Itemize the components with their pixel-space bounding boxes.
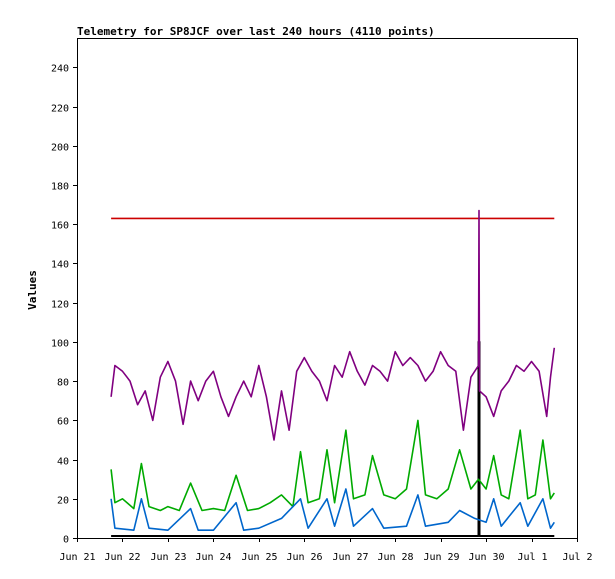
green-series-line	[110, 419, 555, 512]
y-tick-label: 40	[57, 457, 69, 468]
y-tick-label: 0	[63, 535, 69, 546]
x-tick-label: Jun 22	[104, 552, 140, 563]
x-tick-label: Jun 24	[195, 552, 231, 563]
series-lines	[110, 209, 556, 537]
y-tick-label: 200	[51, 143, 69, 154]
y-tick-label: 100	[51, 339, 69, 350]
x-tick-label: Jun 25	[241, 552, 277, 563]
x-tick-label: Jun 21	[59, 552, 95, 563]
x-axis-ticks: Jun 21 Jun 22 Jun 23 Jun 24 Jun 25 Jun 26 Jun …	[59, 538, 593, 563]
x-tick-label: Jun 28	[377, 552, 413, 563]
y-tick-label: 80	[57, 378, 69, 389]
plot-area-frame	[77, 38, 578, 539]
x-tick-label: Jun 30	[468, 552, 504, 563]
x-tick-label: Jun 29	[423, 552, 459, 563]
x-tick-label: Jun 27	[332, 552, 368, 563]
blue-series-line	[110, 488, 555, 532]
y-axis-label: Values	[26, 270, 39, 310]
y-axis-ticks: 0 20 40 60 80 100 120 140 160 180 200 220 240	[51, 64, 77, 546]
y-tick-label: 180	[51, 182, 69, 193]
purple-series-line	[110, 209, 556, 441]
x-tick-label: Jul 2	[562, 552, 592, 563]
x-tick-label: Jun 23	[150, 552, 186, 563]
y-tick-label: 220	[51, 104, 69, 115]
chart-title: Telemetry for SP8JCF over last 240 hours…	[77, 25, 435, 38]
x-tick-label: Jul 1	[517, 552, 547, 563]
y-tick-label: 240	[51, 64, 69, 75]
y-tick-label: 140	[51, 260, 69, 271]
y-tick-label: 60	[57, 417, 69, 428]
y-tick-label: 20	[57, 496, 69, 507]
y-tick-label: 120	[51, 300, 69, 311]
x-tick-label: Jun 26	[286, 552, 322, 563]
y-tick-label: 160	[51, 221, 69, 232]
